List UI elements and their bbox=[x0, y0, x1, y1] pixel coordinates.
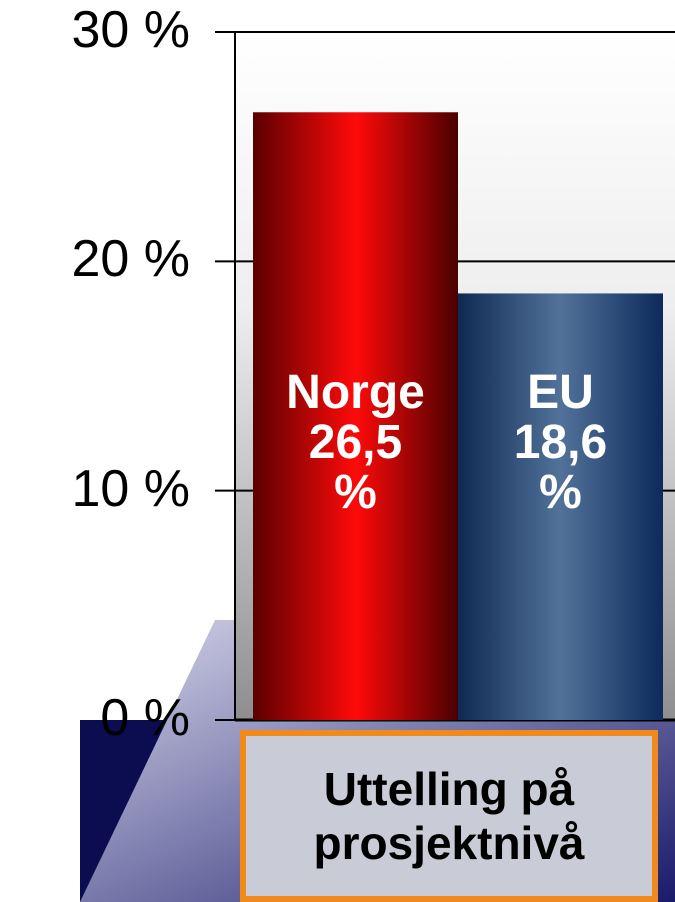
y-tick-label: 20 % bbox=[71, 230, 190, 289]
bar-label: Norge 26,5 % bbox=[253, 368, 458, 518]
category-label: EU bbox=[527, 366, 594, 419]
y-tick-label: 30 % bbox=[71, 1, 190, 59]
y-tick-label: 10 % bbox=[71, 459, 190, 518]
annotation: Uttelling på prosjektnivå bbox=[240, 730, 658, 902]
value-label: 26,5 % bbox=[308, 416, 403, 519]
category-label: Norge bbox=[286, 366, 425, 419]
bar bbox=[458, 293, 663, 720]
y-tick-label: 0 % bbox=[100, 689, 190, 747]
value-label: 18,6 % bbox=[513, 416, 608, 519]
bar-label: EU 18,6 % bbox=[458, 368, 663, 518]
bar bbox=[253, 112, 458, 721]
